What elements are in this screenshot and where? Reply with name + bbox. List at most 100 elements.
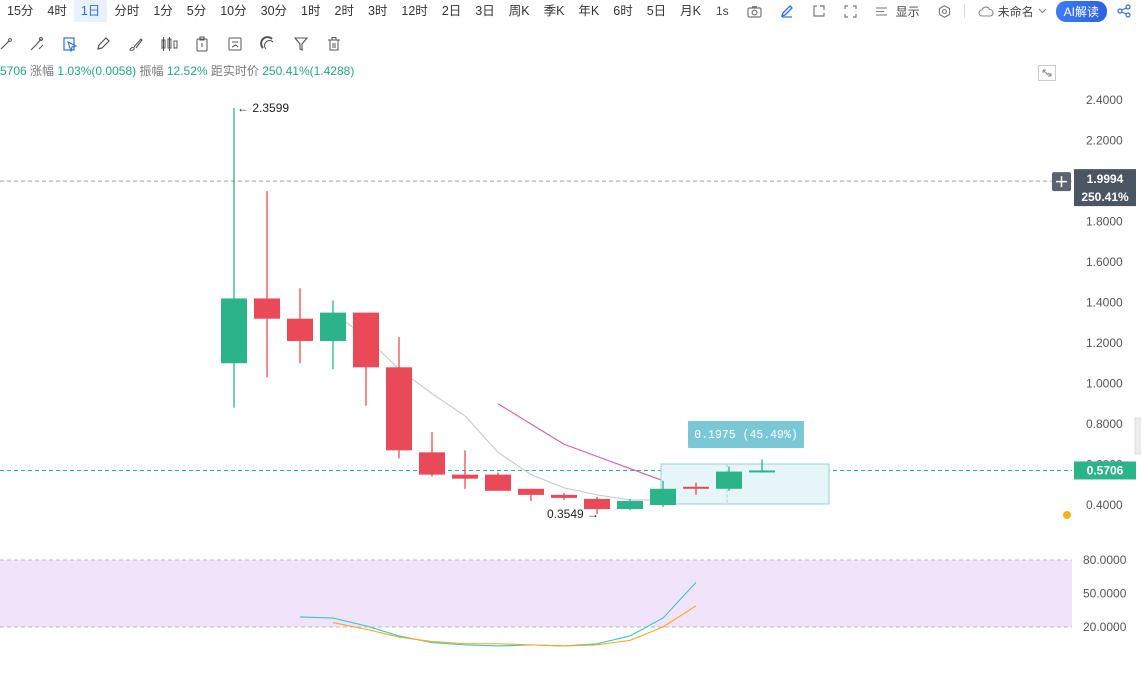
fullscreen-icon[interactable] [844, 4, 857, 18]
drawing-toolbar [0, 33, 356, 55]
timeframe-10[interactable]: 3时 [367, 4, 388, 18]
edit-icon[interactable] [780, 4, 794, 18]
oscillator-tick-label: 50.0000 [1083, 587, 1127, 601]
candle-body [254, 298, 280, 319]
candle-body [221, 298, 247, 364]
oscillator-tick-label: 80.0000 [1083, 553, 1127, 567]
timeframe-7[interactable]: 30分 [260, 4, 288, 18]
line-tool-icon[interactable] [26, 33, 48, 55]
right-toolbar: 1s 显示 未命名 AI解读 [707, 0, 1141, 22]
price-tick-label: 1.8000 [1086, 215, 1123, 229]
magnet-tool-icon[interactable] [257, 33, 279, 55]
layout-selector[interactable]: 未命名 [978, 3, 1047, 20]
select-tool-icon[interactable] [59, 33, 81, 55]
brush-tool-icon[interactable] [125, 33, 147, 55]
expand-chart-icon[interactable] [1038, 65, 1056, 81]
oscillator-band [0, 560, 1072, 627]
settings-icon[interactable] [938, 4, 951, 18]
cursor-tool-icon[interactable] [0, 33, 12, 55]
timeframe-4[interactable]: 1分 [153, 4, 173, 18]
oscillator-slow-line [332, 605, 697, 647]
ohlc-info-bar: 5706 涨幅 1.03%(0.0058) 振幅 12.52% 距实时价 250… [0, 62, 354, 79]
price-tick-label: 0.6000 [1086, 458, 1123, 472]
add-alert-icon[interactable] [1052, 172, 1071, 192]
oscillator-tick-label: 20.0000 [1083, 620, 1127, 634]
crosshair-price-tag [1074, 169, 1136, 207]
price-tick-label: 0.8000 [1086, 417, 1123, 431]
candle-body [617, 500, 643, 510]
timeframe-9[interactable]: 2时 [334, 4, 354, 18]
last-price-tag [1074, 461, 1136, 480]
timeframe-11[interactable]: 12时 [401, 4, 428, 18]
popout-icon[interactable] [812, 4, 826, 18]
measure-label: 0.1975 (45.49%) [694, 429, 798, 442]
timeframe-0[interactable]: 15分 [7, 4, 34, 18]
crosshair-price: 1.9994 [1087, 172, 1124, 186]
timeframe-3[interactable]: 分时 [114, 4, 140, 18]
candle-body [749, 470, 775, 473]
oscillator-fast-line [299, 581, 697, 647]
candle-body [386, 367, 412, 451]
candle-body [584, 498, 610, 510]
timeframe-17[interactable]: 6时 [613, 4, 633, 18]
timeframe-14[interactable]: 周K [508, 4, 530, 18]
ma-long-line [497, 403, 763, 490]
timeframe-19[interactable]: 月K [680, 4, 701, 18]
timeframe-1[interactable]: 4时 [47, 4, 67, 18]
candle-body [320, 312, 346, 341]
price-tick-label: 1.2000 [1086, 336, 1123, 350]
timeframe-6[interactable]: 10分 [220, 4, 247, 18]
candle-body [683, 486, 709, 489]
panel-collapse-handle [1134, 417, 1141, 455]
candle-body [452, 474, 478, 479]
measure-label-box [688, 421, 804, 448]
distance-label: 距实时价 [210, 64, 259, 78]
trash-icon[interactable] [323, 33, 345, 55]
display-label: 显示 [895, 4, 920, 19]
display-menu[interactable]: 显示 [875, 3, 920, 20]
price-tick-label: 2.2000 [1086, 134, 1123, 148]
candle-body [551, 494, 577, 498]
timeframe-bar: 15分 4时 1日 分时 1分 5分 10分 30分 1时 2时 3时 12时 2日 3日 周K 季K 年K 6时… [0, 0, 1141, 22]
chevron-down-icon [1038, 8, 1047, 14]
indicator-tool-icon[interactable] [191, 33, 213, 55]
candle-body [518, 488, 544, 495]
price-tick-label: 1.4000 [1086, 296, 1123, 310]
timeframe-12[interactable]: 2日 [441, 4, 462, 18]
change-value: 1.03%(0.0058) [57, 64, 137, 78]
distance-value: 250.41%(1.4288) [262, 64, 355, 78]
timeframe-5[interactable]: 5分 [186, 4, 207, 18]
candle-body [287, 318, 313, 341]
timeframe-13[interactable]: 3日 [475, 4, 495, 18]
last-price-fragment: 5706 [0, 64, 27, 78]
measure-range-box [660, 463, 830, 505]
price-tick-label: 0.4000 [1086, 498, 1123, 512]
candlestick-tool-icon[interactable] [158, 33, 180, 55]
candle-body [716, 471, 742, 489]
last-price: 0.5706 [1087, 463, 1124, 477]
timeframe-18[interactable]: 5日 [646, 4, 667, 18]
candle-body [353, 312, 379, 368]
layout-name: 未命名 [997, 4, 1034, 19]
candle-body [419, 452, 445, 475]
filter-tool-icon[interactable] [290, 33, 312, 55]
interval-selector[interactable]: 1s [715, 4, 729, 18]
timeframe-8[interactable]: 1时 [301, 4, 321, 18]
ai-analysis-button[interactable]: AI解读 [1055, 0, 1107, 22]
high-price-annotation: ← 2.3599 [237, 101, 289, 115]
divider [963, 4, 965, 18]
price-tick-label: 1.0000 [1086, 377, 1123, 391]
note-tool-icon[interactable] [224, 33, 246, 55]
price-tick-label: 2.4000 [1086, 93, 1123, 107]
candle-body [650, 488, 676, 505]
timeframe-2[interactable]: 1日 [73, 0, 108, 22]
price-tick-label: 1.6000 [1086, 255, 1123, 269]
camera-icon[interactable] [747, 5, 762, 18]
status-dot-icon [1063, 511, 1071, 519]
share-icon[interactable] [1117, 4, 1131, 18]
timeframe-15[interactable]: 季K [543, 4, 565, 18]
cloud-icon [978, 6, 994, 17]
timeframe-16[interactable]: 年K [578, 4, 600, 18]
pen-tool-icon[interactable] [92, 33, 114, 55]
